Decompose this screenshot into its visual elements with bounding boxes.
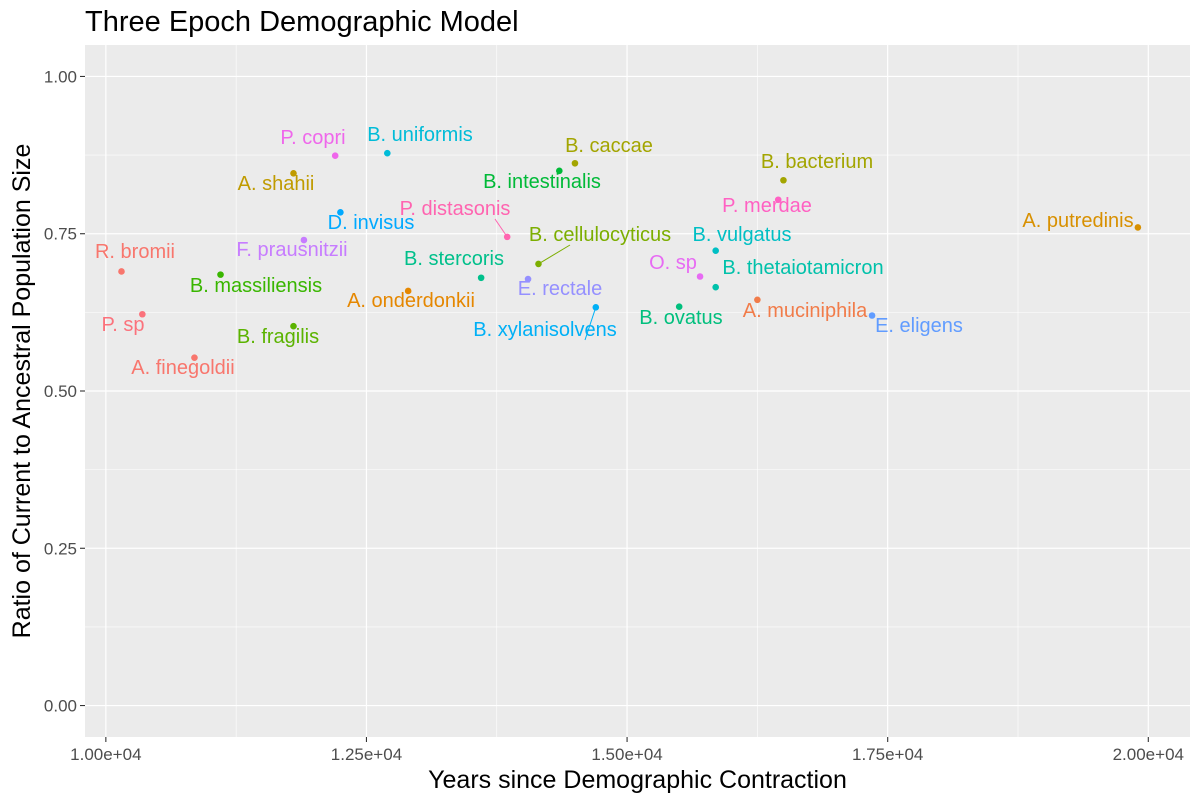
data-point — [290, 322, 297, 330]
data-point — [754, 296, 761, 304]
point-label: A. finegoldii — [131, 357, 234, 379]
data-point — [503, 233, 511, 241]
y-tick-label: 0.25 — [44, 539, 77, 558]
data-point — [524, 275, 532, 283]
data-points — [118, 149, 1142, 361]
point-label: F. prausnitzii — [236, 239, 347, 261]
x-tick-label: 2.00e+04 — [1113, 745, 1184, 764]
x-tick-label: 1.75e+04 — [852, 745, 923, 764]
data-point — [868, 312, 876, 319]
data-point — [571, 159, 579, 167]
point-label: B. bacterium — [761, 151, 873, 173]
point-label: P. distasonis — [400, 198, 511, 220]
point-label: B. xylanisolvens — [473, 319, 616, 341]
x-tick-label: 1.50e+04 — [591, 745, 662, 764]
point-label: B. caccae — [565, 135, 653, 157]
point-label: B. fragilis — [237, 326, 319, 348]
chart-title: Three Epoch Demographic Model — [85, 6, 519, 38]
data-point — [556, 167, 563, 175]
point-label: B. uniformis — [367, 124, 473, 146]
data-point — [712, 247, 719, 255]
point-label: A. putredinis — [1022, 210, 1133, 232]
point-label: B. cellulocyticus — [529, 224, 671, 246]
y-tick-label: 1.00 — [44, 67, 77, 86]
point-label: A. muciniphila — [743, 300, 868, 322]
y-axis: 0.00 0.25 0.50 0.75 1.00 — [44, 67, 85, 716]
y-tick-label: 0.50 — [44, 382, 77, 401]
data-point — [118, 268, 125, 275]
leader-line — [538, 244, 571, 265]
data-point — [675, 303, 683, 311]
data-point — [331, 152, 339, 160]
point-labels: A. putredinis P. copri B. uniformis B. cacc… — [95, 124, 1134, 379]
point-label: E. eligens — [875, 315, 963, 337]
data-point — [535, 260, 542, 268]
leader-line — [494, 218, 508, 238]
y-tick-label: 0.75 — [44, 225, 77, 244]
point-label: A. onderdonkii — [347, 290, 475, 312]
x-axis: 1.00e+04 1.25e+04 1.50e+04 1.75e+04 2.00e+04 — [70, 737, 1184, 764]
label-leader-lines — [494, 218, 597, 341]
point-label: B. intestinalis — [483, 171, 601, 193]
data-point — [1134, 224, 1142, 231]
point-label: P. merdae — [722, 195, 812, 217]
data-point — [592, 304, 600, 311]
data-point — [337, 209, 344, 216]
data-point — [774, 196, 782, 204]
point-label: D. invisus — [328, 212, 415, 234]
point-label: P. sp — [102, 314, 145, 336]
point-label: B. ovatus — [639, 307, 722, 329]
y-tick-label: 0.00 — [44, 697, 77, 716]
major-gridlines — [85, 45, 1190, 737]
point-label: B. stercoris — [404, 248, 504, 270]
data-point — [780, 176, 787, 184]
leader-line — [584, 307, 597, 341]
point-label: E. rectale — [518, 278, 602, 300]
point-label: O. sp — [649, 252, 697, 274]
data-point — [712, 283, 719, 291]
data-point — [404, 287, 412, 295]
x-axis-title: Years since Demographic Contraction — [428, 766, 847, 794]
x-tick-label: 1.00e+04 — [70, 745, 141, 764]
data-point — [300, 236, 308, 244]
y-axis-title: Ratio of Current to Ancestral Population… — [8, 144, 36, 639]
data-point — [477, 274, 485, 282]
data-point — [384, 149, 391, 157]
data-point — [217, 271, 224, 278]
data-point — [696, 273, 704, 280]
point-label: P. copri — [280, 127, 345, 149]
data-point — [191, 354, 198, 361]
point-label: B. massiliensis — [190, 275, 322, 297]
x-tick-label: 1.25e+04 — [331, 745, 402, 764]
point-label: R. bromii — [95, 241, 175, 263]
data-point — [139, 310, 146, 318]
point-label: B. thetaiotamicron — [722, 257, 883, 279]
point-label: A. shahii — [238, 173, 315, 195]
data-point — [290, 170, 297, 177]
point-label: B. vulgatus — [693, 224, 792, 246]
